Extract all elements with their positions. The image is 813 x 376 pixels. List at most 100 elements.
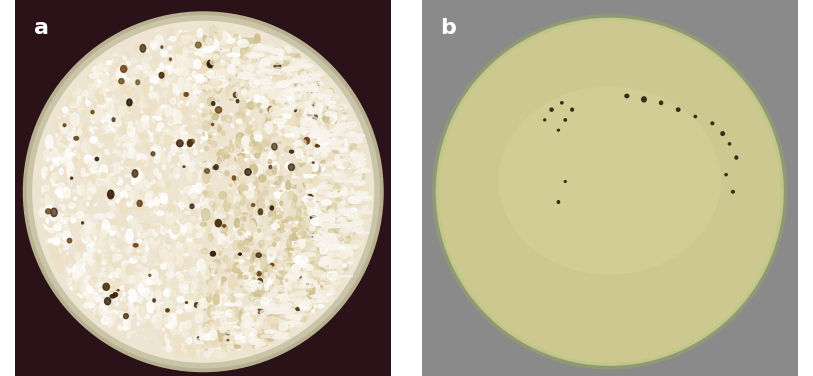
Ellipse shape: [150, 99, 157, 108]
Ellipse shape: [148, 91, 155, 96]
Ellipse shape: [217, 100, 219, 102]
Ellipse shape: [153, 51, 160, 62]
Ellipse shape: [98, 295, 99, 297]
Ellipse shape: [342, 227, 349, 231]
Ellipse shape: [298, 154, 306, 161]
Ellipse shape: [146, 115, 149, 117]
Ellipse shape: [76, 123, 82, 129]
Ellipse shape: [295, 247, 305, 250]
Ellipse shape: [319, 135, 328, 139]
Ellipse shape: [182, 338, 186, 343]
Ellipse shape: [84, 293, 87, 295]
Ellipse shape: [280, 121, 281, 124]
Ellipse shape: [77, 242, 80, 244]
Ellipse shape: [241, 50, 244, 55]
Ellipse shape: [284, 321, 291, 323]
Ellipse shape: [96, 308, 102, 319]
Ellipse shape: [128, 107, 133, 112]
Ellipse shape: [277, 62, 285, 73]
Ellipse shape: [336, 123, 338, 129]
Ellipse shape: [126, 141, 130, 145]
Ellipse shape: [80, 262, 81, 265]
Ellipse shape: [202, 191, 208, 194]
Ellipse shape: [126, 311, 134, 316]
Ellipse shape: [243, 77, 248, 81]
Ellipse shape: [118, 106, 125, 117]
Ellipse shape: [259, 147, 261, 149]
Ellipse shape: [304, 108, 308, 116]
Ellipse shape: [356, 170, 371, 172]
Ellipse shape: [113, 293, 118, 297]
Ellipse shape: [137, 240, 142, 243]
Ellipse shape: [172, 245, 174, 247]
Ellipse shape: [133, 182, 137, 188]
Ellipse shape: [206, 232, 209, 235]
Ellipse shape: [153, 299, 155, 302]
Ellipse shape: [103, 182, 106, 185]
Ellipse shape: [208, 92, 211, 97]
Ellipse shape: [310, 309, 312, 312]
Ellipse shape: [319, 168, 323, 175]
Ellipse shape: [261, 243, 263, 244]
Ellipse shape: [237, 231, 246, 240]
Ellipse shape: [172, 140, 179, 146]
Ellipse shape: [311, 282, 317, 284]
Ellipse shape: [213, 166, 216, 169]
Ellipse shape: [231, 46, 238, 54]
Ellipse shape: [127, 99, 132, 106]
Ellipse shape: [328, 170, 332, 175]
Ellipse shape: [326, 161, 339, 164]
Ellipse shape: [193, 278, 198, 284]
Ellipse shape: [222, 341, 227, 351]
Ellipse shape: [300, 314, 302, 316]
Ellipse shape: [200, 150, 203, 152]
Ellipse shape: [124, 177, 126, 179]
Ellipse shape: [256, 262, 259, 266]
Ellipse shape: [278, 224, 281, 226]
Ellipse shape: [291, 301, 296, 305]
Ellipse shape: [264, 139, 270, 145]
Ellipse shape: [321, 243, 324, 246]
Ellipse shape: [246, 184, 254, 200]
Ellipse shape: [197, 42, 198, 44]
Ellipse shape: [177, 297, 185, 303]
Ellipse shape: [272, 96, 279, 105]
Ellipse shape: [334, 193, 341, 204]
Ellipse shape: [117, 188, 124, 201]
Ellipse shape: [113, 259, 115, 263]
Ellipse shape: [333, 127, 345, 132]
Ellipse shape: [328, 103, 333, 109]
Ellipse shape: [103, 176, 108, 182]
Ellipse shape: [110, 173, 115, 180]
Ellipse shape: [237, 276, 239, 279]
Ellipse shape: [205, 146, 209, 150]
Ellipse shape: [128, 148, 132, 152]
Ellipse shape: [320, 82, 324, 87]
Ellipse shape: [332, 105, 335, 108]
Ellipse shape: [292, 107, 299, 115]
Ellipse shape: [243, 140, 246, 144]
Ellipse shape: [322, 256, 333, 265]
Ellipse shape: [201, 67, 208, 71]
Ellipse shape: [130, 315, 135, 318]
Ellipse shape: [111, 226, 117, 230]
Ellipse shape: [254, 227, 262, 241]
Ellipse shape: [191, 339, 193, 341]
Ellipse shape: [234, 218, 240, 227]
Ellipse shape: [47, 220, 54, 227]
Ellipse shape: [67, 254, 74, 268]
Ellipse shape: [304, 167, 311, 180]
Ellipse shape: [122, 202, 126, 206]
Ellipse shape: [113, 149, 118, 152]
Ellipse shape: [283, 94, 289, 99]
Ellipse shape: [293, 125, 298, 134]
Ellipse shape: [231, 254, 237, 264]
Ellipse shape: [128, 289, 137, 303]
Ellipse shape: [275, 88, 282, 97]
Ellipse shape: [193, 146, 195, 147]
Ellipse shape: [259, 243, 261, 245]
Ellipse shape: [316, 275, 321, 278]
Ellipse shape: [212, 42, 215, 47]
Ellipse shape: [355, 230, 359, 233]
Ellipse shape: [86, 279, 93, 289]
